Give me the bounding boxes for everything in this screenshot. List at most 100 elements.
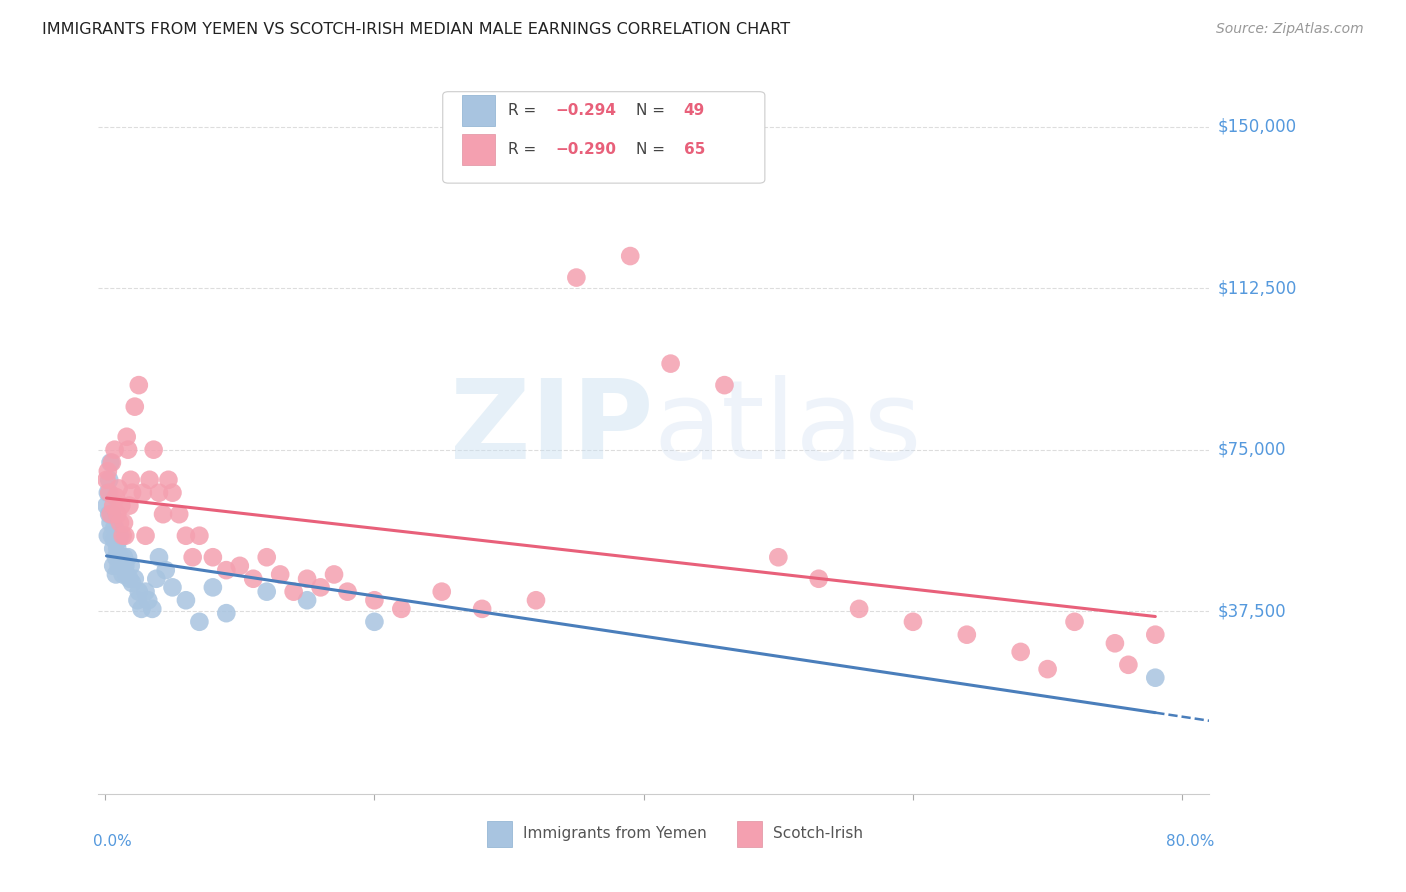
Point bbox=[108, 550, 131, 565]
Point bbox=[97, 485, 120, 500]
Point bbox=[128, 378, 150, 392]
Point bbox=[389, 602, 412, 616]
Point bbox=[524, 593, 547, 607]
Point bbox=[565, 270, 588, 285]
Point bbox=[295, 593, 318, 607]
Point bbox=[103, 499, 125, 513]
Point bbox=[96, 473, 118, 487]
Point bbox=[103, 520, 125, 534]
Point bbox=[100, 516, 122, 530]
Point bbox=[174, 593, 197, 607]
Point bbox=[201, 580, 224, 594]
Point bbox=[148, 485, 170, 500]
Text: ZIP: ZIP bbox=[450, 375, 654, 482]
Point bbox=[131, 602, 153, 616]
Text: 49: 49 bbox=[683, 103, 704, 119]
Point bbox=[124, 400, 146, 414]
Point bbox=[1144, 671, 1167, 685]
Point bbox=[111, 567, 134, 582]
Text: IMMIGRANTS FROM YEMEN VS SCOTCH-IRISH MEDIAN MALE EARNINGS CORRELATION CHART: IMMIGRANTS FROM YEMEN VS SCOTCH-IRISH ME… bbox=[42, 22, 790, 37]
Text: $37,500: $37,500 bbox=[1218, 602, 1286, 620]
Point bbox=[110, 499, 132, 513]
Point bbox=[103, 442, 125, 457]
Point bbox=[188, 529, 211, 543]
Point bbox=[1118, 657, 1140, 672]
Point bbox=[363, 593, 385, 607]
Point bbox=[98, 507, 121, 521]
Point bbox=[104, 490, 127, 504]
Point bbox=[98, 485, 121, 500]
Point bbox=[105, 507, 128, 521]
Point bbox=[162, 580, 184, 594]
Point bbox=[110, 558, 132, 573]
Point bbox=[121, 576, 143, 591]
Point bbox=[117, 442, 139, 457]
Point bbox=[256, 584, 278, 599]
Point bbox=[336, 584, 359, 599]
Point bbox=[105, 529, 128, 543]
Point bbox=[807, 572, 830, 586]
Point bbox=[283, 584, 305, 599]
Point bbox=[96, 499, 118, 513]
Point bbox=[135, 584, 157, 599]
Point bbox=[97, 464, 120, 478]
Point bbox=[956, 628, 979, 642]
Point bbox=[101, 529, 124, 543]
FancyBboxPatch shape bbox=[461, 134, 495, 165]
Point bbox=[323, 567, 346, 582]
Point bbox=[1036, 662, 1059, 676]
Text: 65: 65 bbox=[683, 142, 706, 157]
Point bbox=[148, 550, 170, 565]
FancyBboxPatch shape bbox=[443, 92, 765, 183]
Point bbox=[713, 378, 735, 392]
Point bbox=[120, 473, 142, 487]
Point bbox=[107, 482, 129, 496]
Point bbox=[104, 550, 127, 565]
Text: atlas: atlas bbox=[654, 375, 922, 482]
Point bbox=[118, 499, 141, 513]
Point bbox=[115, 430, 138, 444]
Point bbox=[101, 507, 124, 521]
Point bbox=[848, 602, 870, 616]
Point bbox=[309, 580, 332, 594]
Point bbox=[98, 473, 121, 487]
Point bbox=[242, 572, 264, 586]
Point bbox=[1104, 636, 1126, 650]
Point bbox=[97, 529, 120, 543]
Text: 0.0%: 0.0% bbox=[93, 834, 132, 849]
Point bbox=[115, 567, 138, 582]
Point bbox=[901, 615, 924, 629]
Text: Immigrants from Yemen: Immigrants from Yemen bbox=[523, 826, 706, 841]
Point bbox=[201, 550, 224, 565]
Point bbox=[215, 606, 238, 620]
Text: $150,000: $150,000 bbox=[1218, 118, 1296, 136]
Point bbox=[162, 485, 184, 500]
Point bbox=[157, 473, 180, 487]
Point bbox=[768, 550, 790, 565]
Point bbox=[619, 249, 641, 263]
Point bbox=[145, 572, 167, 586]
Point bbox=[103, 541, 125, 556]
Point bbox=[142, 442, 165, 457]
Text: R =: R = bbox=[509, 103, 541, 119]
Text: −0.294: −0.294 bbox=[555, 103, 616, 119]
Point bbox=[107, 533, 129, 547]
Point bbox=[120, 558, 142, 573]
Point bbox=[100, 456, 122, 470]
Point bbox=[430, 584, 453, 599]
Text: $112,500: $112,500 bbox=[1218, 279, 1296, 297]
Text: $75,000: $75,000 bbox=[1218, 441, 1286, 458]
Point bbox=[181, 550, 204, 565]
Point bbox=[188, 615, 211, 629]
Point bbox=[471, 602, 494, 616]
Point bbox=[114, 558, 136, 573]
Point bbox=[256, 550, 278, 565]
Point bbox=[167, 507, 190, 521]
Text: N =: N = bbox=[636, 142, 669, 157]
FancyBboxPatch shape bbox=[486, 821, 512, 847]
Point bbox=[174, 529, 197, 543]
Point bbox=[363, 615, 385, 629]
Point bbox=[100, 507, 122, 521]
Point bbox=[112, 516, 135, 530]
Point bbox=[128, 584, 150, 599]
